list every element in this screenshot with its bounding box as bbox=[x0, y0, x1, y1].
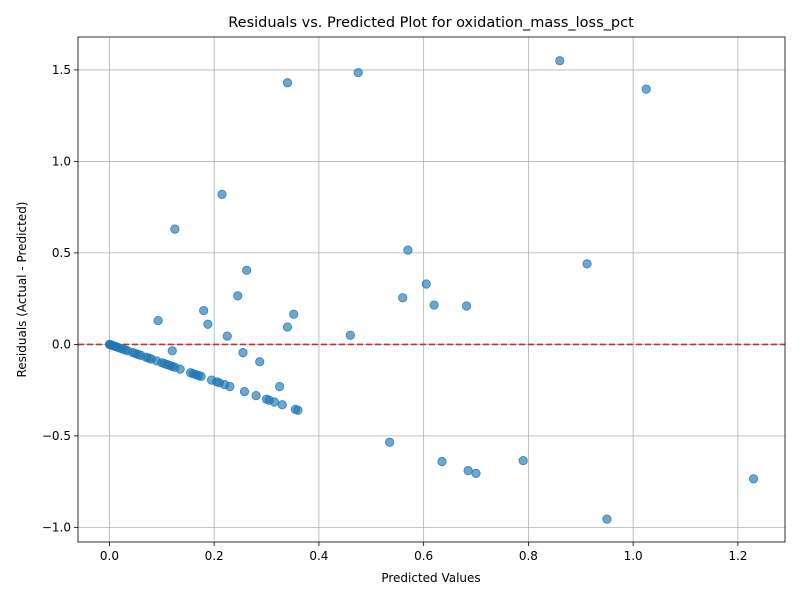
scatter-point bbox=[277, 400, 287, 410]
x-axis-ticks: 0.0 0.2 0.4 0.6 0.8 1.0 1.2 bbox=[100, 542, 747, 563]
scatter-point-outlier bbox=[398, 293, 408, 303]
x-tick-label: 0.0 bbox=[100, 549, 119, 563]
y-axis-label: Residuals (Actual - Predicted) bbox=[15, 202, 29, 378]
x-tick-label: 1.0 bbox=[624, 549, 643, 563]
scatter-point-outlier bbox=[555, 56, 565, 66]
scatter-point-outlier bbox=[153, 316, 163, 326]
data-points bbox=[104, 56, 759, 524]
scatter-point-outlier bbox=[170, 224, 180, 234]
scatter-point-outlier bbox=[518, 455, 528, 466]
scatter-point bbox=[239, 386, 250, 397]
scatter-point-outlier bbox=[275, 381, 285, 392]
y-tick-label: 0.0 bbox=[52, 337, 71, 351]
scatter-point bbox=[293, 405, 303, 415]
scatter-point bbox=[175, 364, 185, 374]
x-tick-label: 1.2 bbox=[728, 549, 747, 563]
y-tick-label: 1.0 bbox=[52, 154, 71, 168]
scatter-point-outlier bbox=[199, 305, 209, 316]
y-tick-label: −1.0 bbox=[42, 520, 71, 534]
scatter-point-outlier bbox=[403, 245, 413, 255]
scatter-point-outlier bbox=[345, 330, 355, 340]
scatter-point-outlier bbox=[421, 279, 431, 289]
scatter-point-outlier bbox=[437, 456, 447, 467]
scatter-point-outlier bbox=[353, 68, 363, 78]
scatter-point-outlier bbox=[282, 322, 293, 332]
x-axis-label: Predicted Values bbox=[381, 571, 480, 585]
x-tick-label: 0.6 bbox=[414, 549, 433, 563]
x-tick-label: 0.8 bbox=[519, 549, 538, 563]
chart-title: Residuals vs. Predicted Plot for oxidati… bbox=[228, 15, 634, 31]
scatter-point-outlier bbox=[748, 474, 759, 484]
scatter-point-outlier bbox=[461, 301, 472, 311]
x-tick-label: 0.4 bbox=[309, 549, 328, 563]
scatter-point-outlier bbox=[167, 346, 177, 356]
scatter-point-outlier bbox=[242, 265, 252, 275]
scatter-point-outlier bbox=[641, 84, 651, 94]
y-axis-ticks: −1.0 −0.5 0.0 0.5 1.0 1.5 bbox=[42, 63, 78, 534]
scatter-point bbox=[196, 371, 206, 382]
scatter-point bbox=[225, 381, 235, 392]
scatter-point-outlier bbox=[255, 357, 265, 367]
y-tick-label: 0.5 bbox=[52, 246, 71, 260]
scatter-point-outlier bbox=[238, 348, 248, 358]
scatter-point-outlier bbox=[429, 300, 439, 310]
scatter-point-outlier bbox=[233, 291, 243, 301]
plot-frame bbox=[77, 36, 786, 543]
scatter-point-outlier bbox=[471, 468, 481, 478]
scatter-point-outlier bbox=[217, 189, 227, 199]
scatter-point-outlier bbox=[385, 437, 395, 447]
y-tick-label: 1.5 bbox=[52, 63, 71, 77]
scatter-point bbox=[269, 397, 279, 407]
scatter-point-outlier bbox=[602, 514, 612, 524]
x-tick-label: 0.2 bbox=[205, 549, 224, 563]
scatter-point-outlier bbox=[203, 319, 213, 329]
scatter-point-outlier bbox=[282, 78, 293, 88]
scatter-point-outlier bbox=[289, 309, 299, 319]
scatter-point-outlier bbox=[463, 466, 473, 476]
scatter-point bbox=[251, 391, 261, 401]
y-tick-label: −0.5 bbox=[42, 429, 71, 443]
scatter-point-outlier bbox=[222, 331, 232, 341]
scatter-point-outlier bbox=[582, 259, 592, 269]
